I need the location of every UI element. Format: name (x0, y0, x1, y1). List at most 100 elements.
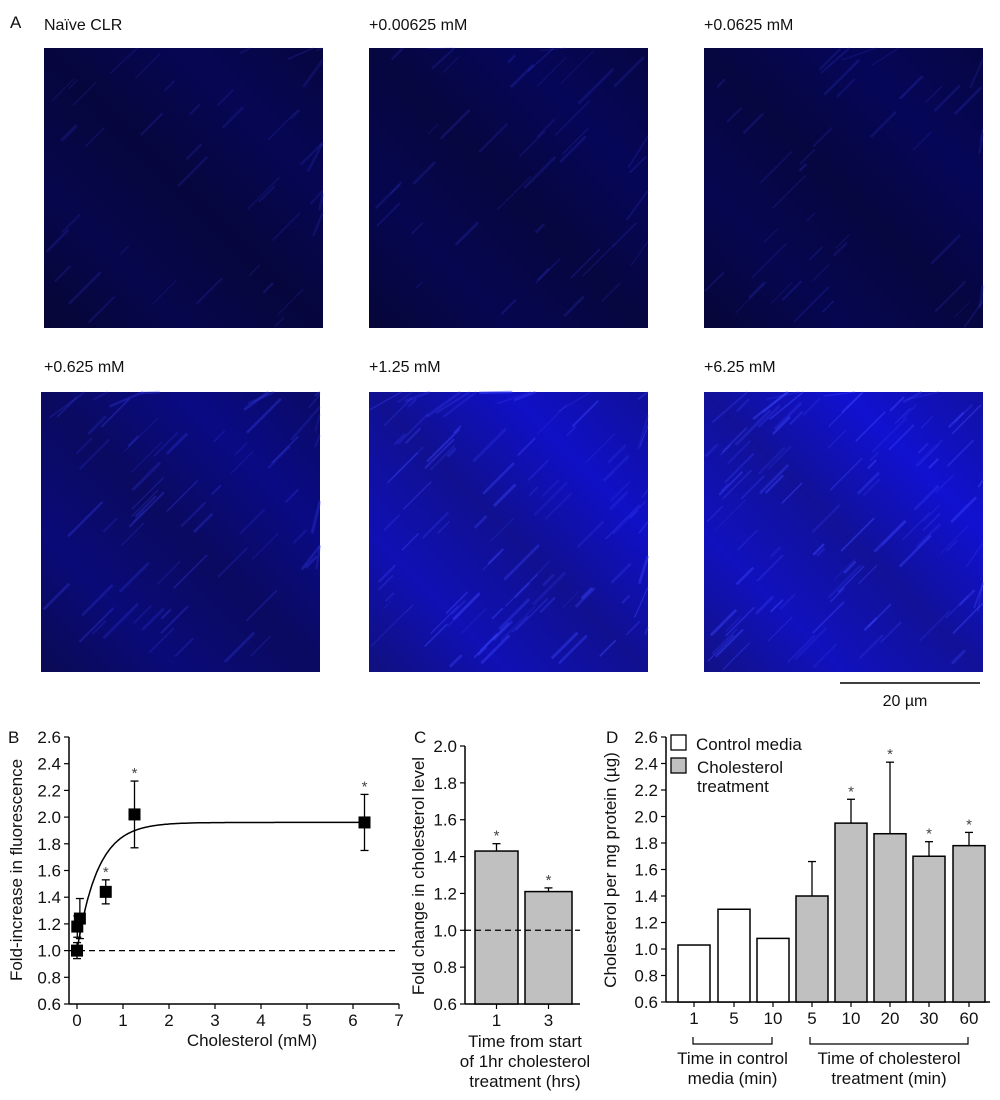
fluorescence-streak (820, 47, 851, 74)
fluorescence-streak (915, 438, 944, 468)
fluorescence-streak (515, 597, 549, 632)
fluorescence-streak (250, 635, 272, 657)
fluorescence-streak (711, 391, 748, 424)
fluorescence-streak (523, 155, 557, 190)
fluorescence-streak (386, 452, 418, 484)
fluorescence-streak (472, 427, 508, 463)
fluorescence-streak (562, 590, 580, 609)
fluorescence-streak (51, 78, 75, 102)
fluorescence-streak (480, 634, 511, 665)
micrograph-image (369, 392, 648, 672)
fluorescence-streak (447, 594, 480, 628)
y-tick-label: 1.6 (433, 811, 457, 830)
fluorescence-streak (571, 399, 599, 428)
image-title: +0.00625 mM (369, 17, 467, 34)
fluorescence-streak (561, 127, 589, 155)
fluorescence-streak (751, 243, 787, 279)
fluorescence-streak (492, 483, 517, 508)
fluorescence-streak (306, 141, 325, 172)
fluorescence-streak (840, 517, 875, 552)
fluorescence-streak (898, 75, 924, 100)
y-tick-label: 0.6 (634, 993, 658, 1012)
y-tick-label: 1.2 (37, 915, 61, 934)
fluorescence-streak (132, 509, 146, 523)
fluorescence-streak (621, 594, 631, 605)
fluorescence-streak (612, 500, 647, 535)
fluorescence-streak (823, 391, 856, 397)
y-tick-label: 0.8 (37, 968, 61, 987)
fluorescence-streak (870, 47, 900, 67)
fluorescence-streak (740, 474, 766, 500)
fluorescence-streak (120, 245, 130, 255)
fluorescence-streak (725, 606, 755, 637)
image-title: Naïve CLR (44, 17, 122, 34)
fluorescence-streak (639, 424, 649, 447)
fluorescence-streak (374, 181, 403, 210)
fluorescence-streak (951, 404, 982, 435)
fluorescence-streak (781, 482, 803, 504)
x-tick-label: 3 (544, 1011, 553, 1030)
y-tick-label: 2.2 (37, 781, 61, 800)
fluorescence-streak (185, 143, 203, 161)
fluorescence-streak (189, 103, 201, 116)
fluorescence-streak (141, 390, 160, 395)
fluorescence-streak (722, 642, 751, 671)
fluorescence-streak (533, 481, 569, 517)
fluorescence-streak (267, 109, 299, 141)
fluorescence-streak (811, 601, 845, 634)
fluorescence-streak (757, 404, 781, 428)
fluorescence-streak (67, 501, 104, 538)
micrograph-image (704, 392, 983, 672)
x-tick-label: 1 (492, 1011, 501, 1030)
fluorescence-streak (709, 609, 738, 637)
fluorescence-streak (156, 560, 181, 585)
fluorescence-streak (711, 628, 738, 655)
fluorescence-streak (437, 520, 451, 534)
fluorescence-streak (841, 391, 864, 414)
fluorescence-streak (290, 405, 321, 441)
fluorescence-streak (431, 47, 456, 70)
fluorescence-streak (300, 142, 323, 166)
bar (795, 895, 829, 1003)
y-tick-label: 2.6 (37, 728, 61, 747)
fluorescence-streak (446, 447, 457, 458)
fluorescence-streak (923, 504, 941, 522)
significance-asterisk: * (926, 826, 932, 843)
fluorescence-streak (267, 445, 291, 469)
fluorescence-streak (916, 522, 942, 548)
scale-bar-label: 20 µm (883, 693, 928, 710)
fluorescence-streak (217, 547, 248, 578)
fluorescence-streak (940, 525, 969, 554)
fluorescence-streak (151, 280, 177, 306)
x-tick-label: 20 (881, 1009, 900, 1028)
fluorescence-streak (92, 391, 109, 401)
fluorescence-streak (442, 56, 460, 73)
fluorescence-streak (735, 281, 768, 314)
fluorescence-streak (425, 390, 462, 418)
fluorescence-streak (239, 47, 251, 55)
fluorescence-streak (560, 50, 595, 84)
fluorescence-streak (978, 132, 984, 154)
fluorescence-streak (638, 520, 649, 534)
data-point (99, 885, 112, 898)
fluorescence-streak (164, 80, 175, 92)
fluorescence-streak (507, 54, 516, 64)
fluorescence-streak (973, 583, 984, 609)
fluorescence-streak (404, 390, 431, 403)
fluorescence-streak (953, 404, 973, 424)
fluorescence-streak (762, 391, 789, 414)
fluorescence-streak (315, 544, 322, 570)
fluorescence-streak (528, 486, 539, 497)
significance-asterisk: * (848, 783, 854, 800)
fluorescence-streak (427, 47, 454, 50)
fluorescence-streak (376, 202, 401, 227)
y-tick-label: 1.4 (634, 887, 658, 906)
fluorescence-streak (779, 593, 796, 610)
fluorescence-streak (867, 603, 892, 628)
fluorescence-streak (641, 489, 649, 499)
fluorescence-streak (61, 213, 82, 233)
fluorescence-streak (529, 560, 551, 582)
fluorescence-streak (527, 47, 555, 72)
fluorescence-streak (913, 484, 940, 511)
fluorescence-streak (73, 82, 97, 106)
